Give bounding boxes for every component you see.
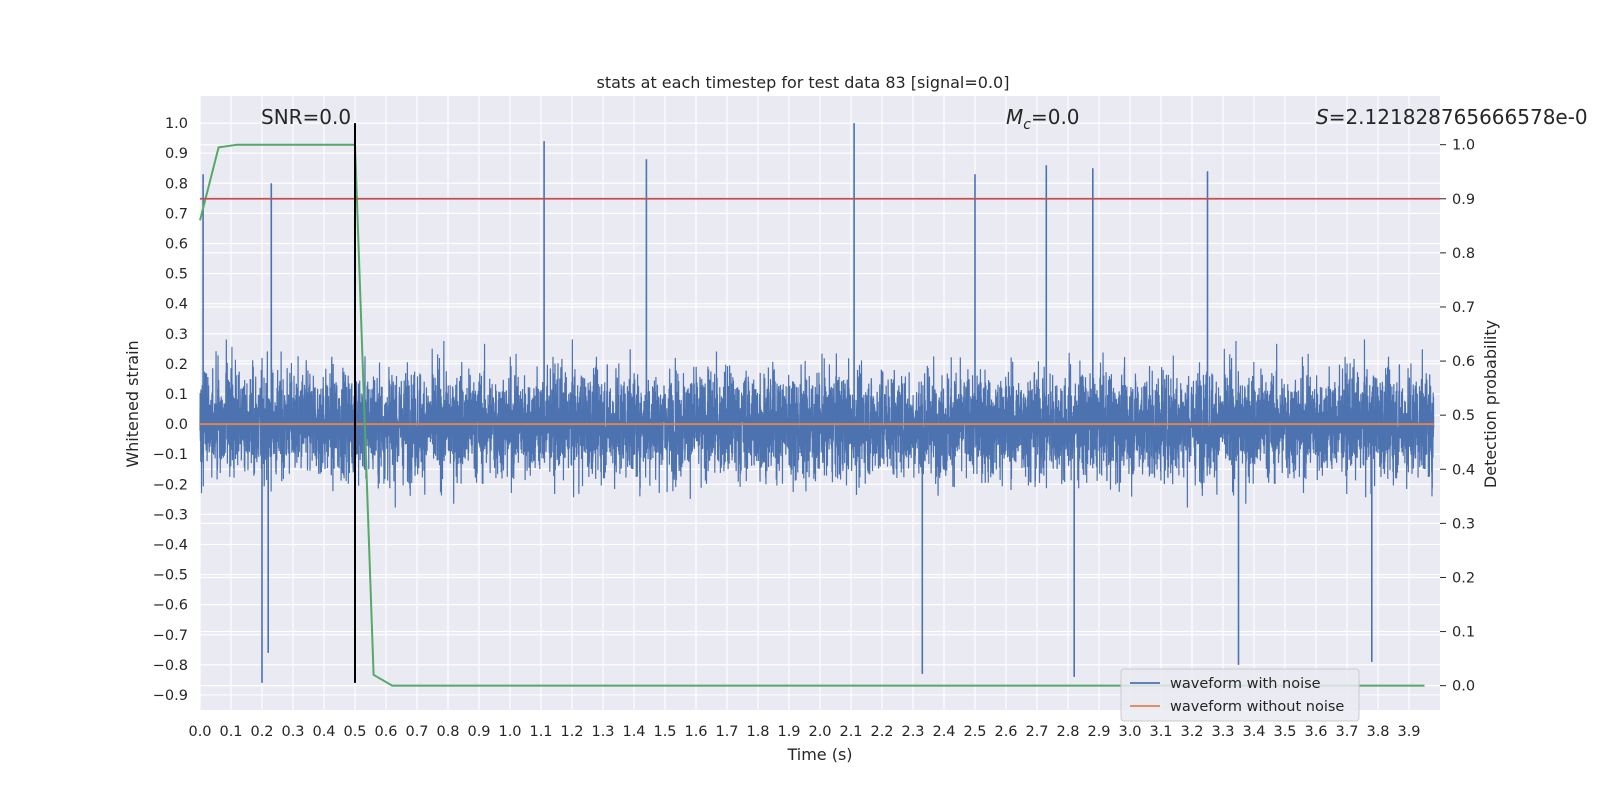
x-tick-label: 1.3 (591, 724, 614, 740)
x-axis-label: Time (s) (786, 745, 852, 764)
y-tick-label: 1.0 (165, 116, 188, 132)
y2-axis-label: Detection probability (1481, 320, 1500, 488)
y-tick-label: 0.4 (165, 297, 188, 313)
x-tick-label: 1.1 (529, 724, 552, 740)
x-tick-label: 1.4 (622, 724, 645, 740)
y-tick-label: −0.7 (153, 628, 188, 644)
snr-annotation: SNR=0.0 (261, 105, 351, 129)
x-tick-label: 2.7 (1025, 724, 1048, 740)
y2-tick-label: 1.0 (1452, 138, 1475, 154)
y2-tick-label: 0.7 (1452, 300, 1475, 316)
mc-value: =0.0 (1031, 105, 1080, 129)
series-detection-probability (199, 143, 1425, 687)
x-tick-label: 2.4 (932, 724, 955, 740)
chirp-mass-annotation: Mc=0.0 (1006, 105, 1080, 133)
series-waveform-with-noise (199, 123, 1435, 683)
x-tick-label: 2.3 (901, 724, 924, 740)
x-tick-label: 1.2 (560, 724, 583, 740)
x-tick-label: 0.2 (250, 724, 273, 740)
y-tick-label: −0.4 (153, 537, 188, 553)
legend-box (1120, 668, 1360, 722)
mc-subscript: c (1023, 117, 1031, 133)
y2-tick-label: 0.9 (1452, 192, 1475, 208)
x-tick-label: 1.6 (684, 724, 707, 740)
y2-tick-label: 0.6 (1452, 354, 1475, 370)
x-tick-label: 0.8 (436, 724, 459, 740)
y-tick-label: 0.5 (165, 267, 188, 283)
x-tick-label: 0.0 (188, 724, 211, 740)
y-tick-label: −0.9 (153, 688, 188, 704)
y2-tick-label: 0.5 (1452, 408, 1475, 424)
x-tick-label: 3.9 (1397, 724, 1420, 740)
y2-tick-label: 0.0 (1452, 679, 1475, 695)
y-tick-label: −0.2 (153, 477, 188, 493)
detection-probability-line (199, 143, 1425, 687)
x-axis: 0.0 0.1 0.2 0.3 0.4 0.5 0.6 0.7 0.8 0.9 1.0 1.1 1.2 1… (188, 724, 1420, 740)
y-tick-label: 0.2 (165, 357, 188, 373)
x-tick-label: 0.1 (219, 724, 242, 740)
x-tick-label: 2.6 (994, 724, 1017, 740)
s-symbol: S (1316, 105, 1329, 129)
s-value: =2.121828765666578e-0 (1329, 105, 1588, 129)
x-tick-label: 0.9 (467, 724, 490, 740)
x-tick-label: 3.0 (1118, 724, 1141, 740)
x-tick-label: 1.5 (653, 724, 676, 740)
legend: waveform with noise waveform without noi… (1120, 668, 1360, 722)
x-tick-label: 3.7 (1335, 724, 1358, 740)
noisy-waveform-line (199, 339, 1435, 508)
x-tick-label: 3.2 (1180, 724, 1203, 740)
y-tick-label: 0.9 (165, 146, 188, 162)
y2-tick-label: 0.1 (1452, 625, 1475, 641)
x-tick-label: 2.0 (808, 724, 831, 740)
y-tick-label: 0.3 (165, 327, 188, 343)
y-tick-label: −0.5 (153, 568, 188, 584)
x-tick-label: 3.6 (1304, 724, 1327, 740)
x-tick-label: 3.8 (1366, 724, 1389, 740)
y-axis-label: Whitened strain (123, 340, 142, 467)
y-tick-label: −0.8 (153, 658, 188, 674)
x-tick-label: 2.2 (870, 724, 893, 740)
x-tick-label: 2.1 (839, 724, 862, 740)
x-tick-label: 3.4 (1242, 724, 1265, 740)
x-tick-label: 3.3 (1211, 724, 1234, 740)
x-tick-label: 1.9 (777, 724, 800, 740)
x-tick-label: 2.8 (1056, 724, 1079, 740)
x-tick-label: 1.7 (715, 724, 738, 740)
x-tick-label: 0.4 (312, 724, 335, 740)
reference-lines (200, 123, 1440, 683)
s-annotation: S=2.121828765666578e-0 (1316, 105, 1588, 129)
x-tick-label: 1.8 (746, 724, 769, 740)
mc-symbol: M (1006, 105, 1023, 129)
y-tick-label: 0.6 (165, 236, 188, 252)
x-tick-label: 3.1 (1149, 724, 1172, 740)
y-tick-label: 0.1 (165, 387, 188, 403)
x-tick-label: 1.0 (498, 724, 521, 740)
x-tick-label: 2.9 (1087, 724, 1110, 740)
x-tick-label: 0.7 (405, 724, 428, 740)
right-y-axis: 0.0 0.1 0.2 0.3 0.4 0.5 0.6 0.7 0.8 0.9 1.0 (1440, 138, 1475, 695)
x-tick-label: 2.5 (963, 724, 986, 740)
y-tick-label: −0.6 (153, 598, 188, 614)
y-tick-label: 0.7 (165, 206, 188, 222)
x-tick-label: 0.5 (343, 724, 366, 740)
legend-label-waveform-with-noise: waveform with noise (1170, 676, 1321, 692)
y2-tick-label: 0.4 (1452, 462, 1475, 478)
y2-tick-label: 0.2 (1452, 570, 1475, 586)
left-y-axis: −0.9 −0.8 −0.7 −0.6 −0.5 −0.4 −0.3 −0.2 −0.1 0.0 0… (153, 116, 188, 704)
legend-label-waveform-without-noise: waveform without noise (1170, 699, 1344, 715)
x-tick-label: 0.6 (374, 724, 397, 740)
y-tick-label: 0.0 (165, 417, 188, 433)
x-tick-label: 0.3 (281, 724, 304, 740)
x-tick-label: 3.5 (1273, 724, 1296, 740)
chart-title: stats at each timestep for test data 83 … (597, 73, 1010, 92)
y-tick-label: 0.8 (165, 176, 188, 192)
y2-tick-label: 0.3 (1452, 516, 1475, 532)
y2-tick-label: 0.8 (1452, 246, 1475, 262)
y-tick-label: −0.1 (153, 447, 188, 463)
y-tick-label: −0.3 (153, 507, 188, 523)
